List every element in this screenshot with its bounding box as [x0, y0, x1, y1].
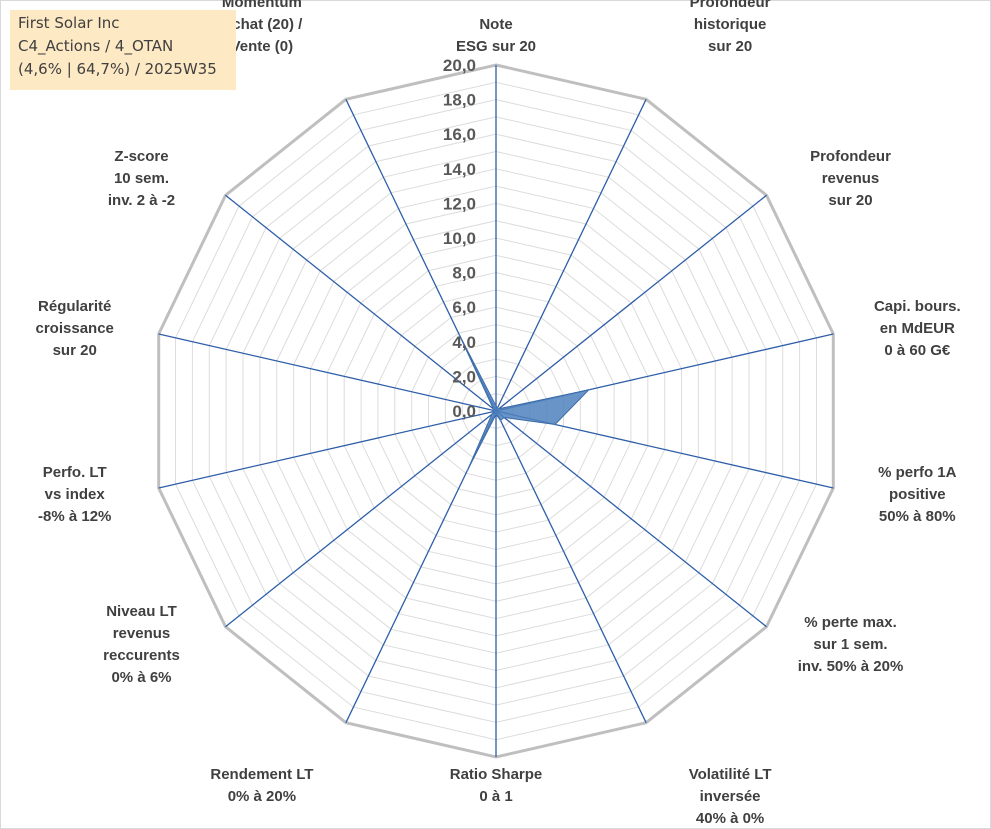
series-point	[496, 407, 499, 409]
axis-label: revenus	[113, 625, 171, 642]
axis-label: inv. 50% à 20%	[798, 658, 904, 675]
axis-label: Z-score	[114, 148, 168, 165]
info-company: First Solar Inc	[18, 14, 120, 32]
axis-label: 50% à 80%	[879, 508, 956, 525]
series-point	[588, 389, 590, 391]
axis-label: Capi. bours.	[874, 298, 961, 315]
axis-label: % perfo 1A	[878, 464, 957, 481]
axis-label: Note	[479, 16, 512, 33]
radar-tick-labels: 0,0 2,0 4,0 6,0 8,0 10,0 12,0 14,0 16,0 18,0 20,0	[443, 56, 476, 421]
axis-label: Profondeur	[690, 0, 771, 11]
axis-label: en MdEUR	[880, 320, 955, 337]
axis-label: inversée	[700, 788, 761, 805]
series-point	[493, 409, 496, 412]
axis-spoke	[225, 194, 497, 412]
axis-spoke	[495, 194, 767, 412]
tick-label: 20,0	[443, 56, 476, 75]
axis-label: Achat (20) /	[221, 16, 303, 33]
axis-label: inv. 2 à -2	[108, 192, 175, 209]
radar-series	[458, 333, 591, 472]
axis-label: 0 à 60 G€	[884, 342, 951, 359]
axis-spoke	[495, 99, 647, 412]
axis-label: sur 20	[708, 38, 752, 55]
tick-label: 8,0	[452, 264, 476, 283]
radar-axis-labels: Note ESG sur 20 Profondeur historique sur 20…	[36, 0, 961, 827]
axis-label: 10 sem.	[114, 170, 169, 187]
axis-spoke	[495, 410, 767, 628]
series-point	[497, 408, 500, 410]
tick-label: 6,0	[452, 298, 476, 317]
axis-label: 0% à 20%	[228, 788, 296, 805]
axis-label: vs index	[45, 486, 106, 503]
axis-label: historique	[694, 16, 767, 33]
axis-label: Perfo. LT	[43, 464, 107, 481]
series-point	[491, 413, 493, 416]
tick-label: 16,0	[443, 125, 476, 144]
axis-label: ESG sur 20	[456, 38, 536, 55]
axis-label: 0 à 1	[479, 788, 512, 805]
axis-label: 40% à 0%	[696, 810, 764, 827]
tick-label: 18,0	[443, 91, 476, 110]
tick-label: 4,0	[452, 333, 476, 352]
axis-label: croissance	[36, 320, 114, 337]
series-point	[458, 333, 461, 336]
tick-label: 0,0	[452, 402, 476, 421]
radar-spokes	[158, 65, 834, 757]
tick-label: 12,0	[443, 194, 476, 213]
series-area	[458, 334, 591, 471]
info-stats: (4,6% | 64,7%) / 2025W35	[18, 60, 217, 78]
axis-label: sur 1 sem.	[813, 636, 887, 653]
axis-label: % perte max.	[804, 614, 897, 631]
axis-label: positive	[889, 486, 946, 503]
axis-label: sur 20	[828, 192, 872, 209]
axis-label: -8% à 12%	[38, 508, 111, 525]
axis-label: Ratio Sharpe	[450, 766, 543, 783]
axis-label: revenus	[822, 170, 880, 187]
axis-label: Volatilité LT	[689, 766, 772, 783]
axis-label: sur 20	[53, 342, 97, 359]
axis-spoke	[225, 410, 497, 628]
series-point	[495, 413, 497, 416]
axis-label: Vente (0)	[231, 38, 294, 55]
axis-label: Niveau LT	[106, 603, 177, 620]
info-box: First Solar Inc C4_Actions / 4_OTAN (4,6…	[10, 10, 236, 90]
axis-spoke	[158, 410, 497, 489]
axis-label: Momentum	[222, 0, 302, 11]
series-point	[499, 419, 502, 422]
axis-label: 0% à 6%	[111, 669, 171, 686]
axis-spoke	[158, 333, 497, 412]
series-point	[503, 416, 505, 419]
tick-label: 2,0	[452, 367, 476, 386]
axis-label: Rendement LT	[210, 766, 313, 783]
series-point	[492, 408, 495, 410]
series-point	[495, 405, 497, 407]
tick-label: 10,0	[443, 229, 476, 248]
tick-label: 14,0	[443, 160, 476, 179]
series-point	[554, 423, 556, 426]
axis-label: Profondeur	[810, 148, 891, 165]
axis-spoke	[495, 410, 647, 723]
info-category: C4_Actions / 4_OTAN	[18, 37, 174, 55]
series-point	[466, 469, 469, 472]
axis-label: Régularité	[38, 298, 111, 315]
axis-label: reccurents	[103, 647, 180, 664]
